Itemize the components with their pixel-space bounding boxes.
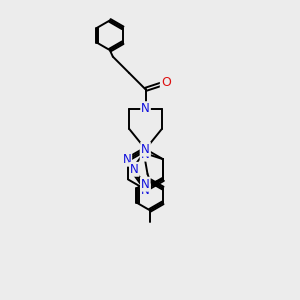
Text: N: N bbox=[141, 148, 149, 161]
Text: N: N bbox=[141, 142, 150, 156]
Text: N: N bbox=[141, 178, 150, 191]
Text: O: O bbox=[161, 76, 171, 89]
Text: N: N bbox=[141, 184, 150, 197]
Text: N: N bbox=[130, 163, 139, 176]
Text: N: N bbox=[141, 102, 150, 115]
Text: N: N bbox=[122, 153, 131, 166]
